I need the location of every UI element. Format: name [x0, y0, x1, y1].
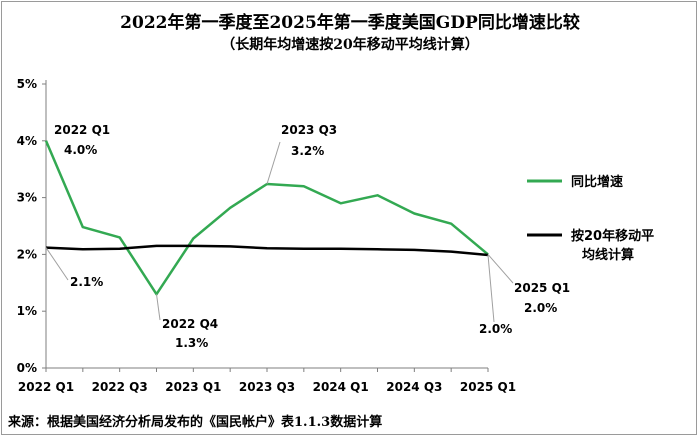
- annotation-value: 2.0%: [524, 301, 557, 315]
- x-tick-label: 2022 Q3: [92, 380, 148, 394]
- y-tick-label: 5%: [17, 77, 37, 91]
- annotation-value: 2.0%: [479, 322, 512, 336]
- annotation-label: 2022 Q4: [162, 317, 218, 331]
- chart-subtitle: （长期年均增速按20年移动平均线计算）: [221, 37, 479, 53]
- annotation-leader: [156, 294, 161, 321]
- annotation-value: 2.1%: [70, 275, 103, 289]
- x-tick-label: 2023 Q1: [165, 380, 221, 394]
- annotation-value: 1.3%: [175, 336, 208, 350]
- annotation-leader: [266, 141, 281, 185]
- x-tick-label: 2023 Q3: [239, 380, 295, 394]
- legend-label: 均线计算: [582, 247, 634, 263]
- source-note: 来源：根据美国经济分析局发布的《国民帐户》表1.1.3数据计算: [8, 415, 383, 430]
- annotation-leader: [45, 247, 69, 281]
- y-tick-label: 1%: [17, 304, 37, 318]
- annotation-leader: [487, 254, 495, 323]
- annotation-leader: [487, 254, 514, 284]
- legend-label: 同比增速: [571, 174, 623, 190]
- annotation-value: 3.2%: [291, 144, 324, 158]
- annotation-label: 2025 Q1: [514, 281, 570, 295]
- annotation-value: 4.0%: [64, 143, 97, 157]
- annotation-label: 2023 Q3: [281, 123, 337, 137]
- series-line-2: [45, 244, 489, 257]
- annotation-label: 2022 Q1: [54, 123, 110, 137]
- series-line-1: [44, 140, 489, 296]
- x-tick-label: 2024 Q3: [386, 380, 442, 394]
- y-tick-label: 4%: [17, 134, 37, 148]
- x-tick-label: 2022 Q1: [18, 380, 74, 394]
- chart-title: 2022年第一季度至2025年第一季度美国GDP同比增速比较: [120, 13, 580, 33]
- x-tick-label: 2025 Q1: [460, 380, 516, 394]
- y-tick-label: 3%: [17, 191, 37, 205]
- y-tick-label: 2%: [17, 247, 37, 261]
- y-tick-label: 0%: [17, 361, 37, 375]
- legend-label: 按20年移动平: [571, 228, 654, 244]
- x-tick-label: 2024 Q1: [313, 380, 369, 394]
